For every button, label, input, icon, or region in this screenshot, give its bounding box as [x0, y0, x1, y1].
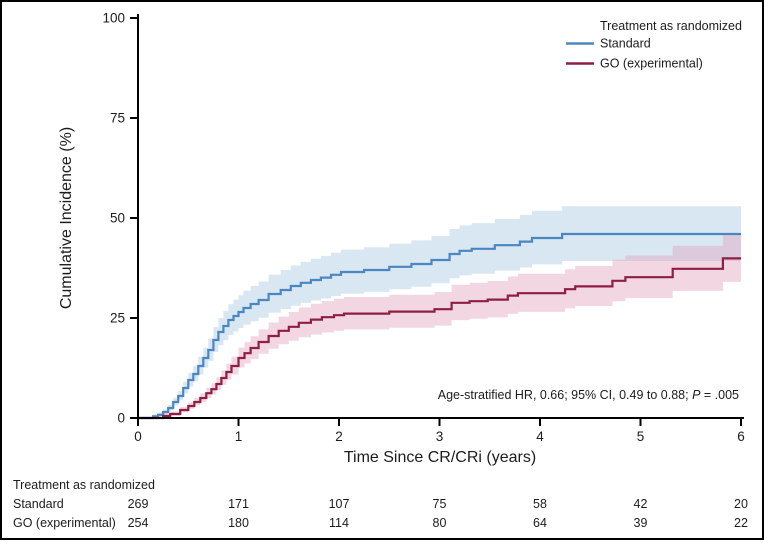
x-tick-label: 4: [536, 429, 544, 444]
risk-count: 64: [533, 516, 547, 530]
risk-count: 114: [329, 516, 349, 530]
x-tick-label: 2: [335, 429, 343, 444]
risk-row-label-go-experimental: GO (experimental): [13, 516, 116, 530]
risk-count: 20: [734, 497, 748, 511]
risk-count: 254: [128, 516, 149, 530]
x-tick-label: 3: [436, 429, 444, 444]
y-tick-label: 0: [117, 411, 125, 426]
risk-count: 180: [228, 516, 249, 530]
curve-go-experimental-: [138, 257, 741, 420]
y-tick-label: 75: [110, 111, 125, 126]
hr-annotation-p-value: = .005: [700, 388, 739, 402]
confidence-bands: [138, 206, 741, 418]
y-axis-ticks: 0 25 50 75 100: [102, 11, 138, 426]
hr-annotation: Age-stratified HR, 0.66; 95% CI, 0.49 to…: [438, 388, 739, 402]
hr-annotation-p-symbol: P: [692, 388, 701, 402]
y-tick-label: 25: [110, 311, 125, 326]
risk-table: Treatment as randomized Standard GO (exp…: [13, 478, 748, 530]
x-tick-label: 6: [737, 429, 745, 444]
legend-label-go-experimental: GO (experimental): [600, 57, 703, 71]
legend-title: Treatment as randomized: [600, 19, 742, 33]
hr-annotation-main: Age-stratified HR, 0.66; 95% CI, 0.49 to…: [438, 388, 692, 402]
x-tick-label: 5: [637, 429, 645, 444]
risk-count: 42: [634, 497, 648, 511]
risk-count: 39: [634, 516, 648, 530]
risk-count: 171: [228, 497, 249, 511]
legend-label-standard: Standard: [600, 37, 651, 51]
confidence-band-go-experimental-: [138, 234, 741, 418]
axes: 0 25 50 75 100 0 1 2 3 4 5 6: [102, 11, 744, 445]
y-axis-title: Cumulative Incidence (%): [58, 127, 75, 309]
x-tick-label: 0: [134, 429, 142, 444]
x-axis-title: Time Since CR/CRi (years): [344, 449, 536, 466]
confidence-band-standard: [138, 206, 741, 418]
risk-table-header: Treatment as randomized: [13, 478, 155, 492]
y-tick-label: 100: [102, 11, 125, 26]
risk-table-counts: 269 171 107 75 58 42 20 254 180 114 80 64 39 22: [128, 497, 748, 530]
curve-standard: [138, 232, 741, 420]
risk-count: 269: [128, 497, 149, 511]
x-tick-label: 1: [235, 429, 243, 444]
risk-count: 107: [329, 497, 350, 511]
step-curves: [138, 232, 741, 420]
risk-count: 22: [734, 516, 748, 530]
legend: Treatment as randomized Standard GO (exp…: [566, 19, 742, 71]
y-tick-label: 50: [110, 211, 125, 226]
risk-count: 80: [433, 516, 447, 530]
risk-row-label-standard: Standard: [13, 497, 64, 511]
risk-count: 75: [433, 497, 447, 511]
x-axis-ticks: 0 1 2 3 4 5 6: [134, 418, 745, 444]
risk-count: 58: [533, 497, 547, 511]
